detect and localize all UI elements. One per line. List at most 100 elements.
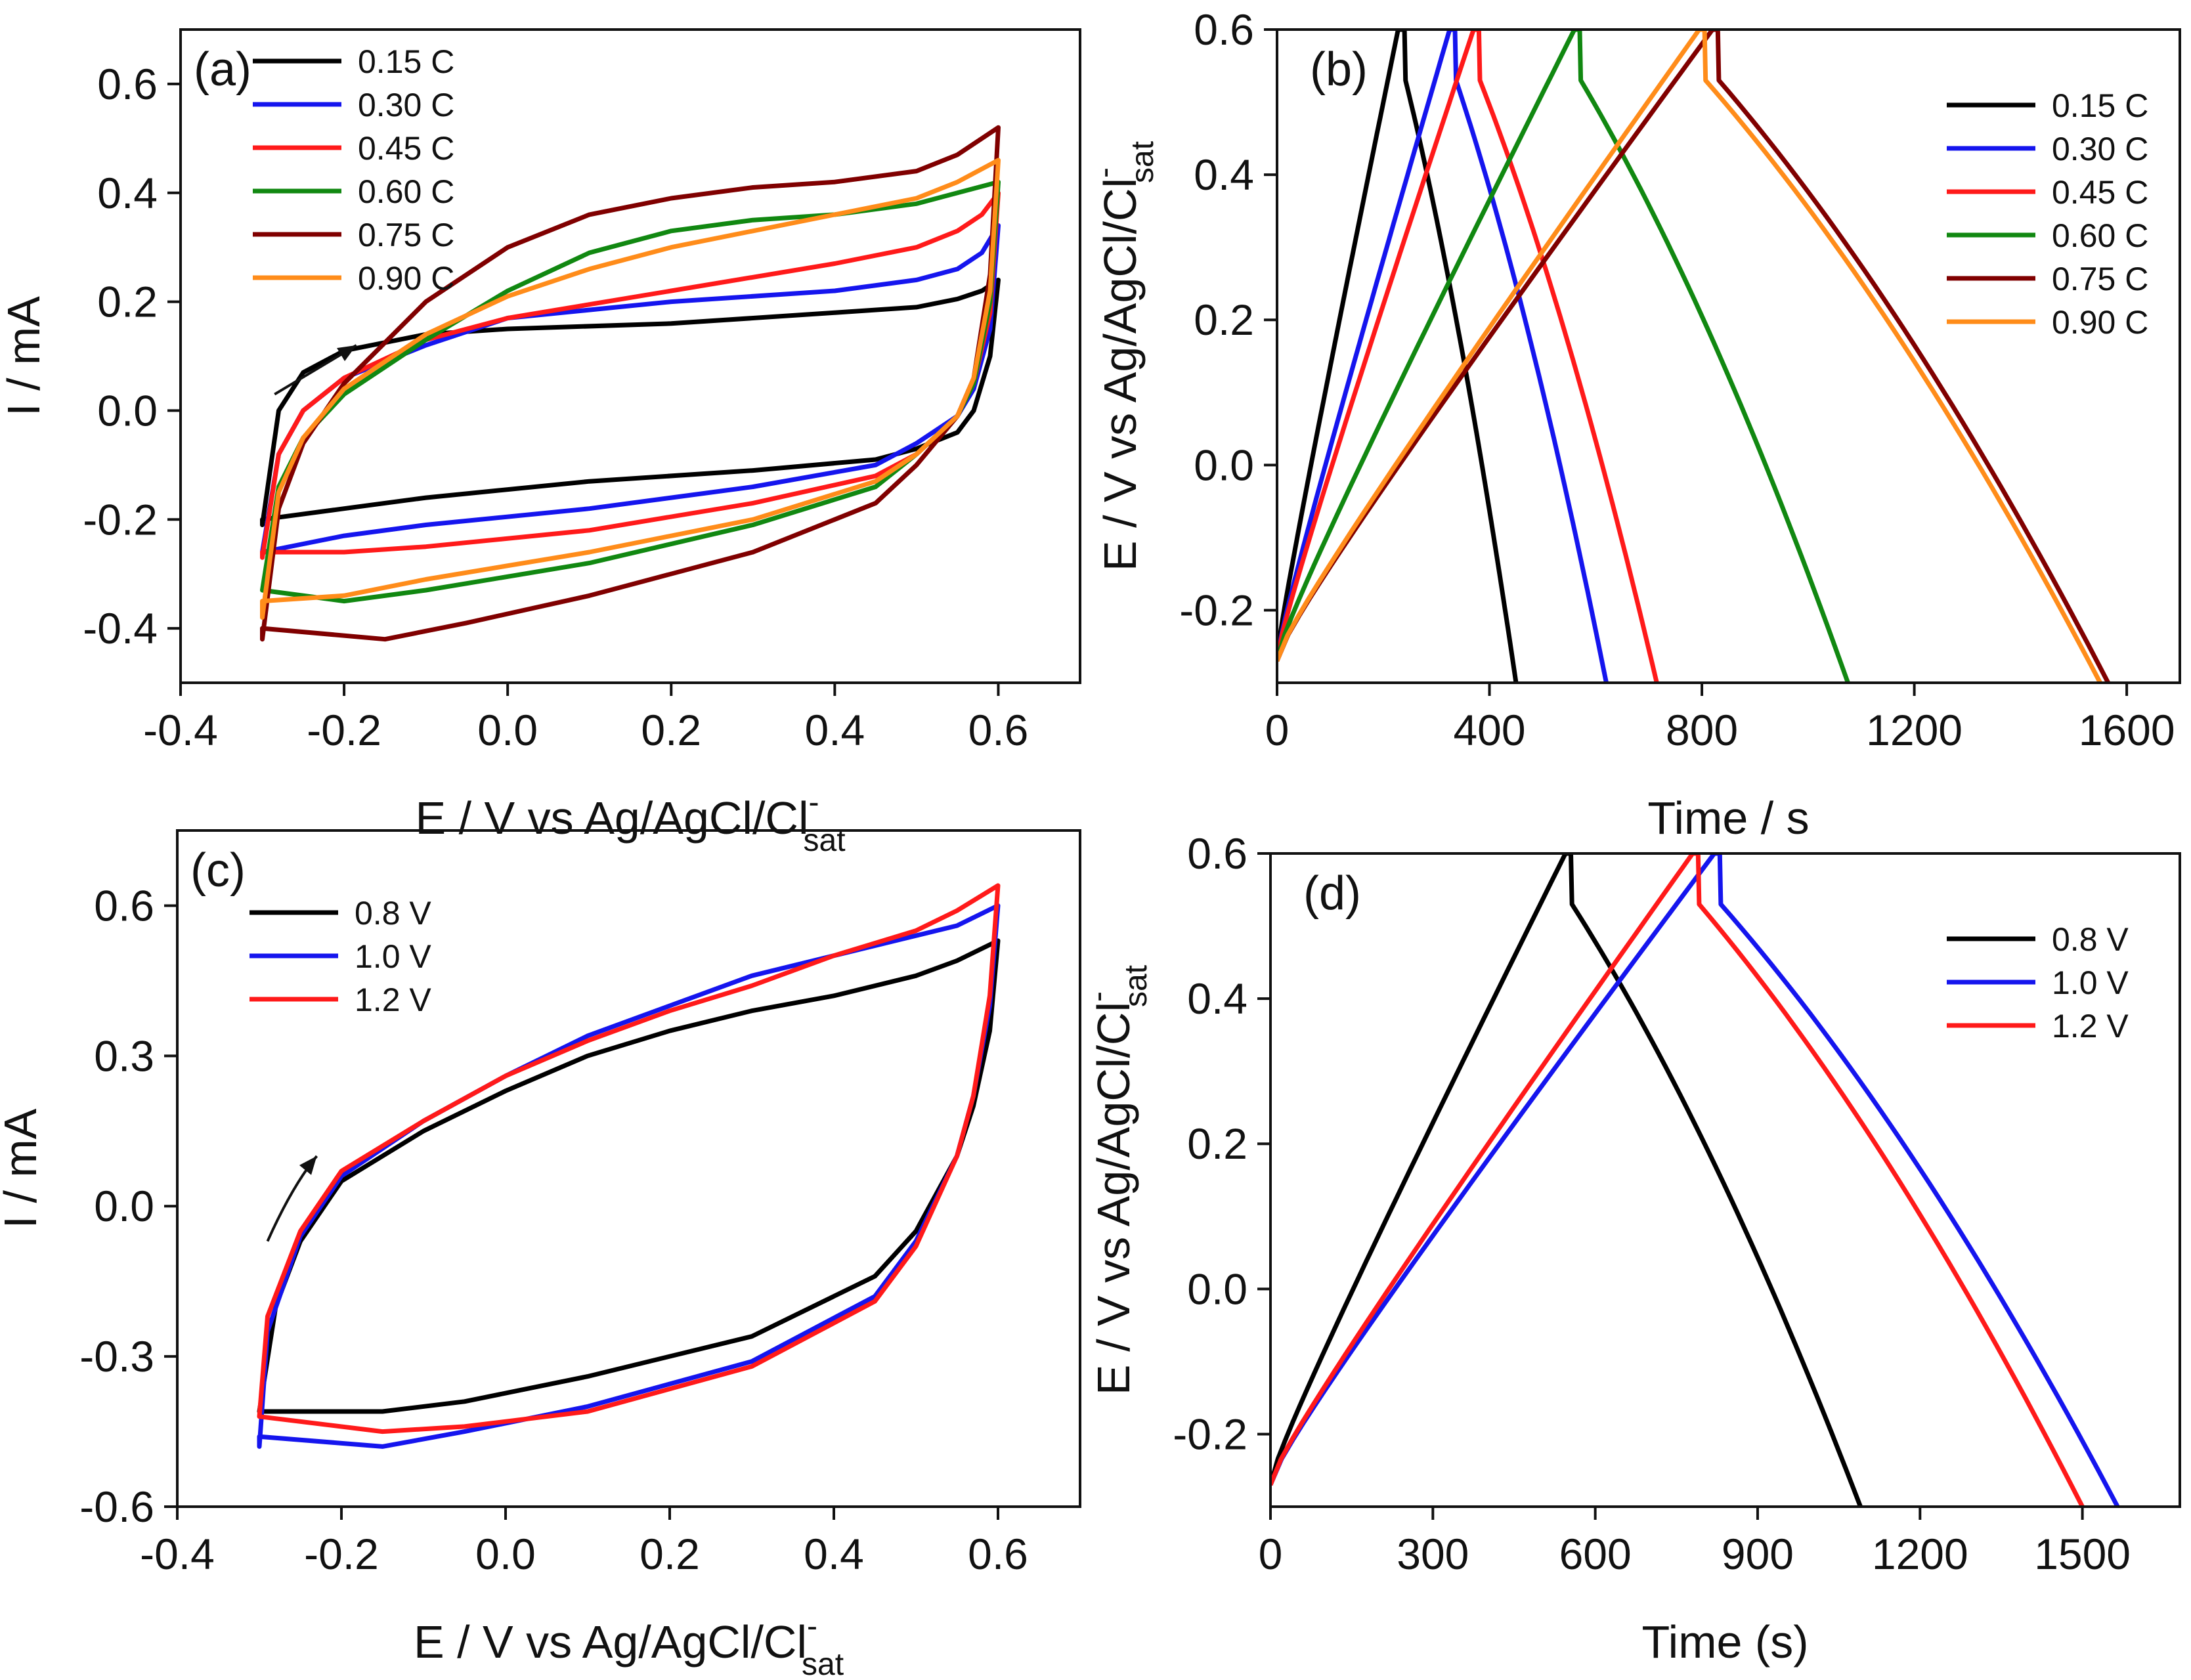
y-tick-label: 0.3	[94, 1031, 154, 1080]
legend-entry: 0.15 C	[2052, 87, 2148, 124]
y-tick-label: 0.2	[1187, 1119, 1247, 1168]
series-group	[260, 125, 1001, 642]
series-line-1-0-V	[1270, 853, 2120, 1507]
x-axis-label: Time (s)	[1641, 1616, 1808, 1668]
x-tick-label: 1500	[2034, 1530, 2131, 1578]
y-tick-label: 0.4	[97, 169, 158, 217]
plot-frame	[1276, 28, 2181, 684]
x-tick-label: 0.0	[477, 706, 538, 754]
y-tick-label: -0.2	[83, 495, 158, 544]
plot-frame	[176, 829, 1081, 1508]
y-tick-label: -0.4	[83, 604, 158, 653]
x-tick-label: -0.4	[143, 706, 218, 754]
series-line-0-8-V	[1270, 853, 1863, 1507]
y-tick-label: 0.0	[1194, 441, 1254, 489]
y-tick-label: 0.2	[97, 278, 158, 326]
panel-3: -0.4 -0.2 0.0 0.2 0.4 0.6 -0.6 -0.3 0.0 0.3 0.6 E /…	[0, 829, 1081, 1680]
panel-label: (b)	[1310, 43, 1368, 96]
legend-entry: 0.75 C	[2052, 261, 2148, 297]
x-tick-label: 0	[1265, 706, 1290, 754]
legend: 0.8 V 1.0 V 1.2 V	[249, 895, 431, 1018]
legend-entry: 0.30 C	[2052, 131, 2148, 167]
series-line-1-2-V	[1270, 853, 2085, 1507]
series-line-0-60-C	[260, 179, 1001, 604]
x-tick-label: 300	[1397, 1530, 1469, 1578]
y-tick-label: 0.6	[94, 881, 154, 930]
y-tick-label: 0.0	[94, 1182, 154, 1230]
x-tick-label: 1200	[1866, 706, 1963, 754]
panel-label: (c)	[190, 844, 246, 897]
series-group	[257, 883, 1001, 1449]
x-tick-label: 0.6	[968, 706, 1029, 754]
y-tick-label: 0.0	[1187, 1264, 1247, 1313]
legend: 0.15 C 0.30 C 0.45 C 0.60 C 0.75 C 0.90 C	[253, 43, 454, 297]
series-group	[1277, 30, 2110, 683]
legend-entry: 0.60 C	[358, 173, 454, 210]
y-tick-label: 0.2	[1194, 295, 1254, 344]
legend-entry: 0.90 C	[2052, 304, 2148, 341]
x-tick-label: 0.4	[804, 1530, 864, 1578]
panel-2: 0 400 800 1200 1600 -0.2 0.0 0.2 0.4 0.6 Time / s E…	[1087, 5, 2181, 844]
series-group	[1270, 853, 2120, 1507]
series-line-0-15-C	[1277, 30, 1519, 683]
legend: 0.15 C 0.30 C 0.45 C 0.60 C 0.75 C 0.90 C	[1947, 87, 2148, 341]
series-line-1-2-V	[257, 883, 1001, 1434]
x-tick-label: 600	[1559, 1530, 1632, 1578]
plot-frame	[1269, 852, 2181, 1508]
x-axis-label: Time / s	[1647, 792, 1809, 844]
x-tick-label: 900	[1722, 1530, 1794, 1578]
series-line-0-90-C	[1277, 30, 2102, 683]
legend-entry: 1.2 V	[2052, 1008, 2129, 1045]
y-tick-label: 0.6	[1187, 829, 1247, 878]
y-axis-label: I / mA	[0, 1108, 46, 1228]
y-tick-label: 0.4	[1194, 150, 1254, 199]
series-line-0-15-C	[260, 277, 1001, 527]
legend-entry: 0.45 C	[358, 130, 454, 167]
panel-label: (d)	[1303, 867, 1361, 920]
y-tick-label: 0.6	[1194, 5, 1254, 54]
y-tick-label: 0.6	[97, 60, 158, 108]
series-line-0-45-C	[1277, 30, 1659, 683]
panel-1: -0.4 -0.2 0.0 0.2 0.4 0.6 -0.4 -0.2 0.0 0.2 0.4 0.6…	[0, 28, 1081, 858]
legend: 0.8 V 1.0 V 1.2 V	[1947, 921, 2129, 1045]
y-axis-label: I / mA	[0, 296, 49, 416]
y-axis-label: E / V vs Ag/AgCl/Cl-sat	[1081, 965, 1154, 1395]
legend-entry: 1.0 V	[355, 938, 431, 975]
scan-direction-arrow	[274, 344, 357, 396]
legend-entry: 0.15 C	[358, 43, 454, 80]
legend-entry: 0.60 C	[2052, 217, 2148, 254]
x-axis-label: E / V vs Ag/AgCl/Cl-sat	[414, 1609, 844, 1680]
plot-frame	[179, 28, 1081, 684]
series-line-0-90-C	[260, 158, 1001, 620]
x-tick-label: 0.2	[641, 706, 701, 754]
scan-direction-arrow	[266, 1155, 318, 1242]
y-tick-label: 0.4	[1187, 974, 1247, 1023]
panel-label: (a)	[194, 43, 251, 96]
legend-entry: 1.2 V	[355, 981, 431, 1018]
y-tick-label: 0.0	[97, 386, 158, 435]
x-tick-label: 0.6	[968, 1530, 1028, 1578]
legend-entry: 0.75 C	[358, 217, 454, 253]
y-tick-label: -0.2	[1179, 586, 1254, 634]
series-line-0-60-C	[1277, 30, 1850, 683]
x-tick-label: 0.2	[640, 1530, 700, 1578]
x-axis-label: E / V vs Ag/AgCl/Cl-sat	[415, 785, 845, 858]
x-tick-label: -0.2	[307, 706, 381, 754]
series-line-0-30-C	[1277, 30, 1609, 683]
y-tick-label: -0.2	[1173, 1410, 1247, 1458]
x-tick-label: 0	[1259, 1530, 1283, 1578]
legend-entry: 0.45 C	[2052, 174, 2148, 211]
y-axis-label: E / V vs Ag/AgCl/Cl-sat	[1087, 141, 1160, 571]
y-tick-label: -0.3	[79, 1332, 154, 1381]
legend-entry: 0.8 V	[355, 895, 431, 932]
legend-entry: 0.8 V	[2052, 921, 2129, 958]
series-line-0-75-C	[260, 125, 1001, 642]
series-line-0-8-V	[257, 938, 1001, 1414]
x-tick-label: -0.4	[140, 1530, 215, 1578]
legend-entry: 1.0 V	[2052, 964, 2129, 1001]
x-tick-label: 1200	[1872, 1530, 1968, 1578]
x-tick-label: 800	[1666, 706, 1738, 754]
legend-entry: 0.90 C	[358, 260, 454, 297]
panel-4: 0 300 600 900 1200 1500 -0.2 0.0 0.2 0.4 0.6 Time (…	[1081, 829, 2181, 1668]
